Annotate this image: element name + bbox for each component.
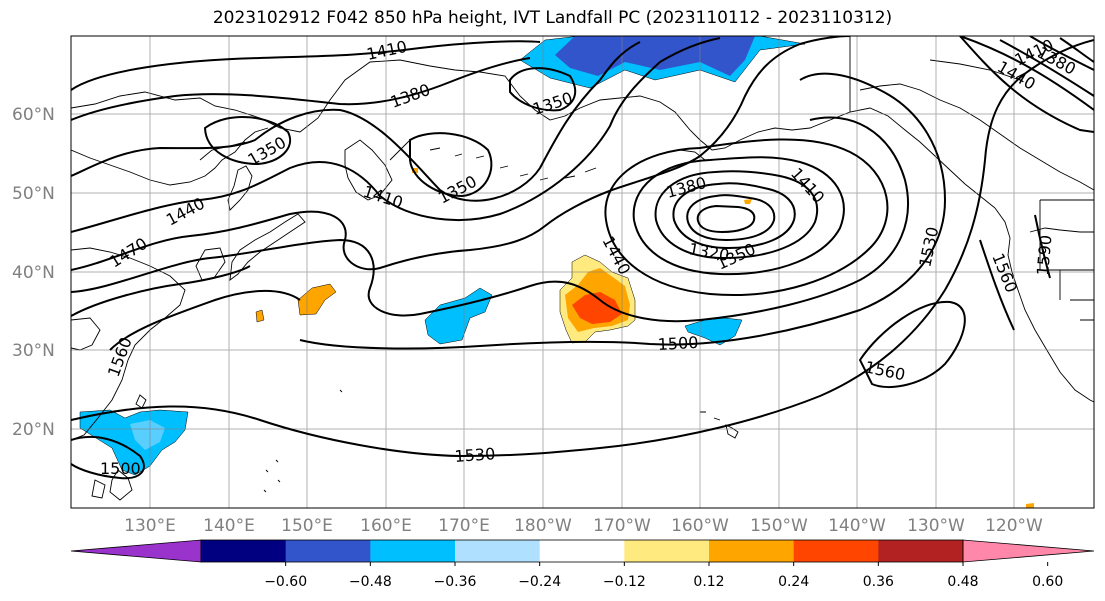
colorbar-tick-label: −0.12 <box>603 574 646 590</box>
gridlines <box>71 36 1094 508</box>
colorbar-tick-label: 0.60 <box>1032 574 1063 590</box>
colorbar-segment <box>539 540 625 562</box>
colorbar-tick-label: 0.48 <box>947 574 978 590</box>
lon-label: 140°E <box>203 516 255 536</box>
longitude-labels: 130°E 140°E 150°E 160°E 170°E 180°W 170°… <box>124 516 1043 536</box>
height-contours <box>71 36 1094 480</box>
map-frame <box>70 35 1095 509</box>
lat-label: 60°N <box>12 105 55 125</box>
colorbar-extend-max <box>962 539 1095 563</box>
colorbar-frame <box>200 539 964 563</box>
lon-label: 170°E <box>438 516 490 536</box>
colorbar-tick-label: 0.36 <box>863 574 894 590</box>
lat-label: 30°N <box>12 341 55 361</box>
lat-label: 20°N <box>12 420 55 440</box>
colorbar-tick-label: −0.24 <box>518 574 561 590</box>
colorbar-segment <box>285 540 371 562</box>
colorbar-segment <box>455 540 541 562</box>
lon-label: 170°W <box>593 516 651 536</box>
colorbar-ticks: −0.60 −0.48 −0.36 −0.24 −0.12 0.12 0.24 0.36 0.4… <box>264 562 1063 590</box>
colorbar-segment <box>201 540 287 562</box>
lon-label: 160°W <box>671 516 729 536</box>
lon-label: 150°W <box>750 516 808 536</box>
colorbar-segment <box>624 540 710 562</box>
lon-label: 140°W <box>828 516 886 536</box>
contour-label: 1500 <box>100 459 141 478</box>
contour-label: 1530 <box>454 444 496 466</box>
colorbar-segment <box>878 540 964 562</box>
lon-label: 180°W <box>514 516 572 536</box>
lon-label: 120°W <box>985 516 1043 536</box>
colorbar-segments <box>70 539 1095 563</box>
map-title: 2023102912 F042 850 hPa height, IVT Land… <box>212 8 893 28</box>
lat-label: 40°N <box>12 263 55 283</box>
colorbar-tick-label: 0.24 <box>778 574 809 590</box>
colorbar-tick-label: 0.12 <box>693 574 724 590</box>
colorbar-segment <box>709 540 795 562</box>
lon-label: 130°W <box>907 516 965 536</box>
contour-label: 1590 <box>1033 234 1055 276</box>
contour-label: 1500 <box>657 333 699 354</box>
lon-label: 160°E <box>360 516 412 536</box>
lon-label: 130°E <box>124 516 176 536</box>
ivt-shading <box>79 36 1034 508</box>
colorbar-tick-label: −0.48 <box>349 574 392 590</box>
lat-label: 50°N <box>12 184 55 204</box>
latitude-labels: 60°N 50°N 40°N 30°N 20°N <box>12 105 55 440</box>
colorbar-tick-label: −0.36 <box>434 574 477 590</box>
colorbar-segment <box>370 540 456 562</box>
colorbar: −0.60 −0.48 −0.36 −0.24 −0.12 0.12 0.24 0.36 0.4… <box>70 539 1095 590</box>
colorbar-extend-min <box>70 539 202 563</box>
colorbar-segment <box>793 540 879 562</box>
lon-label: 150°E <box>281 516 333 536</box>
colorbar-tick-label: −0.60 <box>264 574 307 590</box>
